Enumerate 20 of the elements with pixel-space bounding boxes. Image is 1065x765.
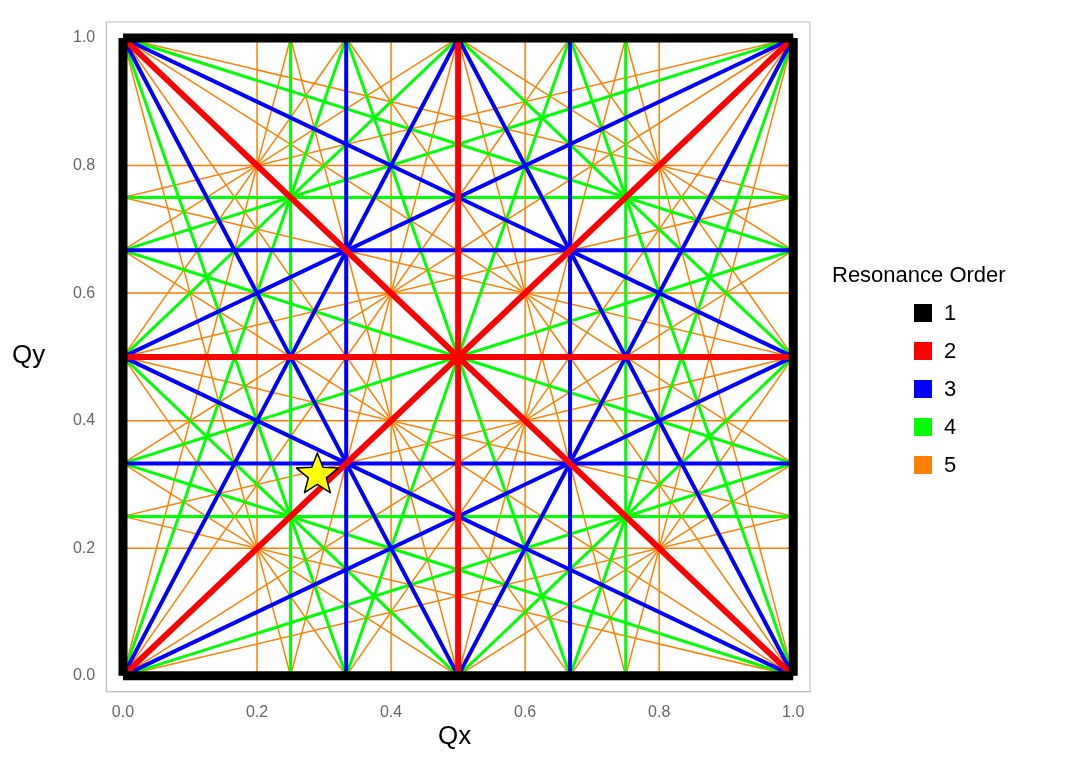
y-tick-label: 0.8 [72,155,96,173]
x-axis-title: Qx [438,719,472,751]
x-tick-label: 0.4 [379,702,403,720]
legend-label: 1 [944,299,957,326]
x-tick-label: 0.8 [648,702,671,720]
y-tick-label: 0.6 [72,283,96,301]
x-tick-label: 0.0 [111,702,135,720]
legend-title: Resonance Order [832,261,1006,288]
y-tick-label: 0.2 [72,538,96,556]
y-tick-label: 0.4 [72,411,96,429]
x-tick-label: 1.0 [782,702,805,720]
y-tick-label: 1.0 [72,28,96,46]
x-tick-label: 0.6 [514,702,537,720]
legend-label: 4 [944,413,957,440]
legend-label: 2 [944,337,957,364]
y-tick-label: 0.0 [72,666,96,684]
legend-label: 3 [944,375,957,402]
x-tick-label: 0.2 [245,702,269,720]
legend-label: 5 [944,451,957,478]
y-axis-title: Qy [12,338,46,370]
